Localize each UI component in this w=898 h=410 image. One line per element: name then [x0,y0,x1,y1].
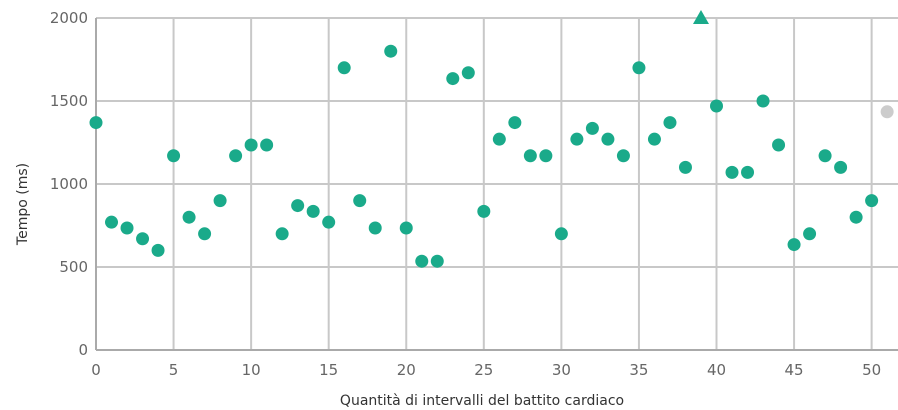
data-point [151,243,165,257]
data-point [710,99,724,113]
grid [95,17,898,351]
y-tick-label: 500 [59,258,88,276]
data-point [306,204,320,218]
data-point [834,160,848,174]
data-point [182,210,196,224]
data-point [430,254,444,268]
data-point [120,221,134,235]
data-point [508,116,522,130]
data-point [260,138,274,152]
data-point [539,149,553,163]
y-tick-label: 2000 [50,9,88,27]
data-point [275,227,289,241]
data-point [803,227,817,241]
data-point [725,165,739,179]
data-point [741,165,755,179]
x-tick-label: 40 [707,361,726,379]
data-point [353,194,367,208]
data-point [136,232,150,246]
data-point [554,227,568,241]
y-tick-label: 1000 [50,175,88,193]
x-axis-label: Quantità di intervalli del battito cardi… [340,393,624,409]
y-tick-label: 1500 [50,92,88,110]
data-points [89,10,894,268]
x-tick-label: 15 [319,361,338,379]
data-point [244,138,258,152]
x-tick-label: 0 [91,361,101,379]
x-tick-label: 20 [397,361,416,379]
x-tick-label: 25 [474,361,493,379]
x-tick-labels: 0 5 10 15 20 25 30 35 40 45 50 [91,361,881,379]
x-tick-label: 5 [169,361,179,379]
data-point [399,221,413,235]
data-point [368,221,382,235]
data-point [461,66,475,80]
x-tick-label: 35 [629,361,648,379]
y-tick-label: 0 [78,341,88,359]
data-point [89,116,103,130]
data-point [880,105,894,119]
data-point [849,210,863,224]
data-point [337,61,351,75]
data-point [818,149,832,163]
data-point [678,160,692,174]
data-point [632,61,646,75]
data-point [570,132,584,146]
data-point [213,194,227,208]
data-point [229,149,243,163]
data-point [446,72,460,86]
data-point [415,254,429,268]
data-point [322,215,336,229]
data-point [663,116,677,130]
data-point [616,149,630,163]
data-point [787,238,801,252]
data-point [585,121,599,135]
y-axis-label: Tempo (ms) [15,163,31,246]
data-point [601,132,615,146]
y-tick-labels: 0 500 1000 1500 2000 [50,9,88,359]
x-tick-label: 50 [862,361,881,379]
data-point [756,94,770,108]
data-point [647,132,661,146]
data-point [291,199,305,213]
x-tick-label: 30 [552,361,571,379]
data-point [492,132,506,146]
data-point [477,204,491,218]
data-point [167,149,181,163]
x-tick-label: 45 [785,361,804,379]
x-tick-label: 10 [242,361,261,379]
data-point [865,194,879,208]
data-point [384,44,398,58]
data-point [772,138,786,152]
data-point [523,149,537,163]
data-point [105,215,119,229]
data-point [198,227,212,241]
data-point-triangle [692,10,709,24]
